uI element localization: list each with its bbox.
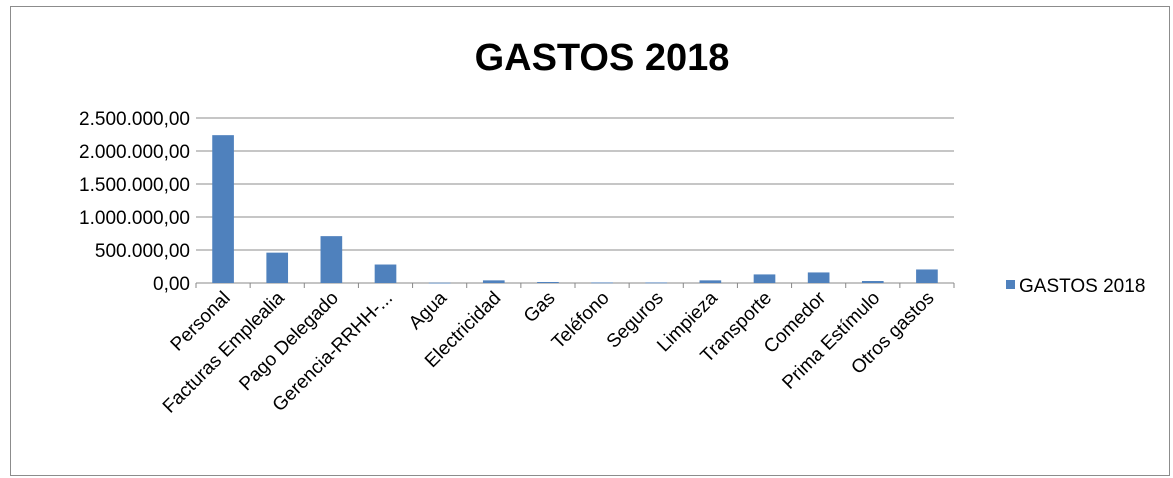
legend-swatch <box>1006 280 1015 289</box>
legend-label: GASTOS 2018 <box>1019 276 1145 297</box>
x-tick-label: Prima Estímulo <box>778 288 884 394</box>
bar <box>374 264 397 283</box>
bar <box>320 236 343 283</box>
gridlines <box>196 117 954 284</box>
chart-frame <box>10 6 1170 476</box>
bar <box>861 281 884 283</box>
legend: GASTOS 2018 <box>1006 276 1145 297</box>
y-tick-label: 2.000.000,00 <box>79 142 190 163</box>
bar <box>807 272 830 283</box>
bar <box>591 282 613 284</box>
y-tick-label: 1.500.000,00 <box>79 175 190 196</box>
x-tick-label: Pago Delegado <box>235 288 342 395</box>
bar <box>645 282 668 284</box>
y-axis-ticks: 0,00 500.000,00 1.000.000,00 1.500.000,00 2.… <box>79 109 190 295</box>
bar <box>428 282 451 284</box>
y-tick-label: 0,00 <box>153 274 190 295</box>
bars <box>212 135 938 284</box>
x-tick-label: Gas <box>520 288 559 327</box>
bar <box>266 252 289 283</box>
bar <box>916 269 938 283</box>
bar <box>699 280 722 283</box>
y-tick-label: 2.500.000,00 <box>79 109 190 130</box>
x-tick-label: Agua <box>405 287 452 334</box>
chart-title: GASTOS 2018 <box>475 37 730 79</box>
x-tick-label: Teléfono <box>548 288 614 354</box>
y-tick-label: 500.000,00 <box>95 241 190 262</box>
y-tick-label: 1.000.000,00 <box>79 208 190 229</box>
bar <box>537 282 559 283</box>
bar <box>212 135 234 283</box>
bar <box>482 280 505 283</box>
bar <box>753 274 776 283</box>
